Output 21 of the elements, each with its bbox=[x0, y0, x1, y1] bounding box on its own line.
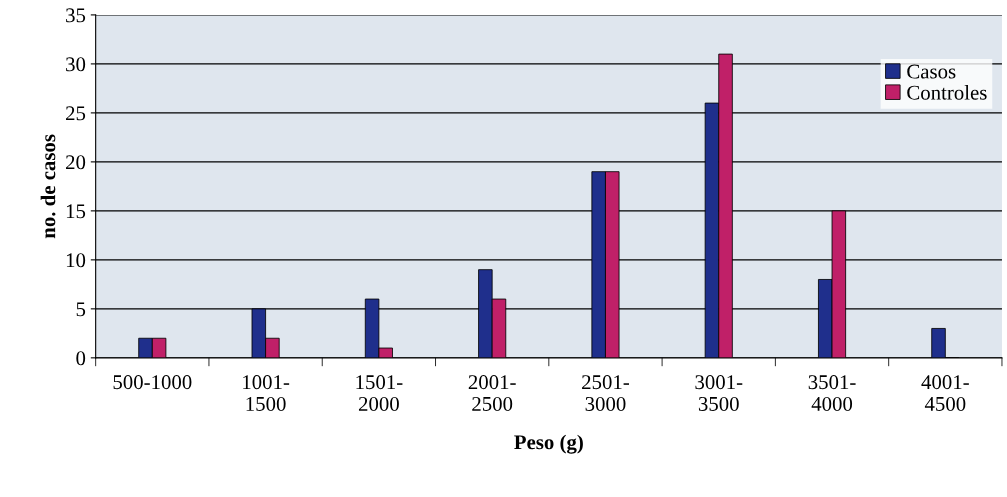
bar bbox=[931, 328, 946, 358]
y-tick-label: 15 bbox=[66, 204, 86, 219]
x-tick-label: 4001- 4500 bbox=[921, 375, 969, 411]
y-tick-label: 25 bbox=[66, 106, 86, 121]
x-tick-label: 1001- 1500 bbox=[243, 375, 290, 411]
x-tick-label: 3501- 4000 bbox=[808, 375, 856, 411]
x-tick-label: 1501- 2000 bbox=[356, 375, 403, 411]
x-tick-label: 2001- 2500 bbox=[468, 375, 516, 411]
y-tick-label: 0 bbox=[76, 351, 86, 366]
y-tick-label: 10 bbox=[66, 253, 86, 268]
x-axis-title: Peso (g) bbox=[514, 434, 583, 454]
legend-label: Controles bbox=[907, 85, 987, 100]
x-tick-label: 500-1000 bbox=[113, 375, 192, 390]
x-tick-label: 2501- 3000 bbox=[582, 375, 630, 411]
x-tick-label: 3001- 3500 bbox=[695, 375, 743, 411]
y-tick-label: 5 bbox=[76, 302, 86, 317]
y-tick-label: 20 bbox=[66, 155, 86, 170]
y-tick-label: 30 bbox=[66, 57, 86, 72]
legend-label: Casos bbox=[907, 64, 956, 79]
y-tick-label: 35 bbox=[66, 8, 86, 23]
y-axis-title: no. de casos bbox=[40, 134, 56, 239]
